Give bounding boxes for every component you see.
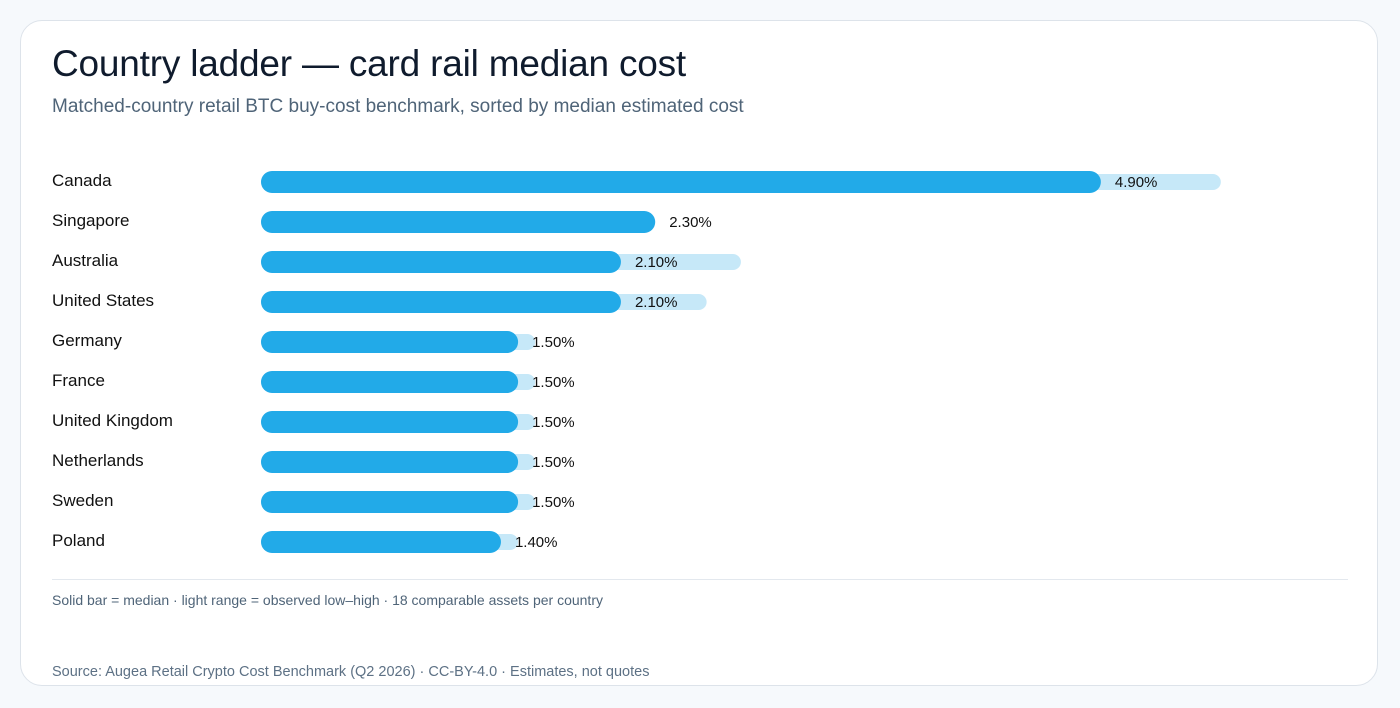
category-label: Canada: [52, 171, 112, 190]
value-label: 4.90%: [1115, 174, 1158, 191]
median-bar: [261, 291, 621, 313]
category-label: United Kingdom: [52, 411, 173, 430]
category-label: United States: [52, 291, 154, 310]
value-label: 1.50%: [532, 414, 575, 431]
category-label: Sweden: [52, 491, 113, 510]
value-label: 1.40%: [515, 534, 558, 551]
chart-card: Country ladder — card rail median cost M…: [20, 20, 1378, 686]
category-label: Australia: [52, 251, 119, 270]
median-bar: [261, 491, 519, 513]
divider: [52, 579, 1348, 580]
source-note: Source: Augea Retail Crypto Cost Benchma…: [52, 664, 650, 680]
value-label: 2.30%: [669, 214, 712, 231]
median-bar: [261, 331, 519, 353]
median-bar: [261, 211, 656, 233]
median-bar: [261, 531, 501, 553]
median-bar: [261, 171, 1101, 193]
legend-note: Solid bar = median · light range = obser…: [52, 592, 603, 608]
chart-title: Country ladder — card rail median cost: [52, 43, 687, 84]
median-bar: [261, 251, 621, 273]
category-label: Netherlands: [52, 451, 144, 470]
value-label: 1.50%: [532, 374, 575, 391]
category-label: Germany: [52, 331, 122, 350]
category-label: Poland: [52, 531, 105, 550]
category-label: France: [52, 371, 105, 390]
bar-chart: Canada 4.90% Singapore 2.30% Australia 2.10% U…: [52, 171, 1221, 553]
category-label: Singapore: [52, 211, 130, 230]
median-bar: [261, 411, 519, 433]
median-bar: [261, 371, 519, 393]
value-label: 1.50%: [532, 494, 575, 511]
chart-subtitle: Matched-country retail BTC buy-cost benc…: [52, 96, 744, 117]
value-label: 2.10%: [635, 254, 678, 271]
median-bar: [261, 451, 519, 473]
value-label: 1.50%: [532, 454, 575, 471]
value-label: 1.50%: [532, 334, 575, 351]
value-label: 2.10%: [635, 294, 678, 311]
